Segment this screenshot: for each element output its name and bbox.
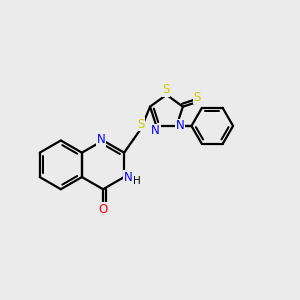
Text: S: S [193, 91, 201, 103]
Text: N: N [97, 134, 105, 146]
Text: N: N [152, 124, 160, 137]
Text: H: H [134, 176, 141, 186]
Text: N: N [124, 170, 132, 184]
Text: S: S [137, 118, 145, 131]
Text: S: S [162, 83, 169, 96]
Text: N: N [176, 119, 184, 132]
Text: O: O [98, 202, 108, 216]
